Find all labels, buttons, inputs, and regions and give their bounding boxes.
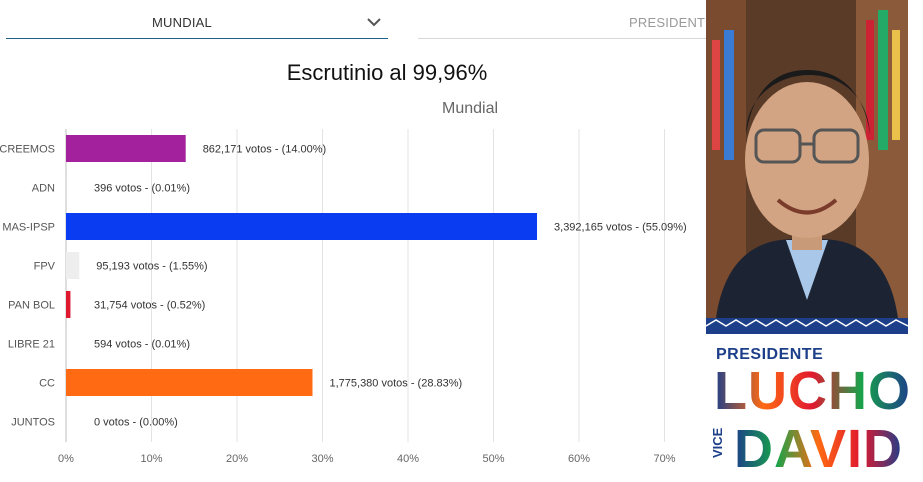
data-label: 95,193 votos - (1.55%) bbox=[96, 261, 207, 273]
category-label: FPV bbox=[34, 261, 56, 273]
data-label: 862,171 votos - (14.00%) bbox=[203, 144, 327, 156]
poster-name-president-text: LUCHO bbox=[714, 361, 911, 421]
bar bbox=[66, 369, 313, 396]
x-tick-label: 10% bbox=[140, 453, 162, 465]
chart-value-labels: 862,171 votos - (14.00%) 396 votos - (0.0… bbox=[94, 144, 687, 429]
x-tick-label: 20% bbox=[226, 453, 248, 465]
candidate-photo bbox=[706, 0, 908, 318]
category-label: CREEMOS bbox=[0, 144, 55, 156]
poster-name-vice: DAVID bbox=[734, 420, 903, 478]
data-label: 1,775,380 votos - (28.83%) bbox=[329, 378, 462, 390]
x-tick-label: 50% bbox=[482, 453, 504, 465]
results-bar-chart: CREEMOS ADN MAS-IPSP FPV PAN BOL LIBRE 21 CC JU… bbox=[0, 129, 687, 465]
data-label: 396 votos - (0.01%) bbox=[94, 183, 190, 195]
poster-name-president: LUCHO bbox=[714, 362, 911, 420]
bar bbox=[66, 135, 186, 162]
chart-category-labels: CREEMOS ADN MAS-IPSP FPV PAN BOL LIBRE 21 CC JU… bbox=[0, 144, 56, 429]
office-dropdown-label: PRESIDENTE bbox=[629, 15, 706, 30]
data-label: 594 votos - (0.01%) bbox=[94, 339, 190, 351]
office-dropdown[interactable]: PRESIDENTE bbox=[418, 6, 706, 39]
data-label: 3,392,165 votos - (55.09%) bbox=[554, 222, 687, 234]
chart-bars bbox=[66, 135, 538, 396]
x-tick-label: 40% bbox=[397, 453, 419, 465]
filter-bar: MUNDIAL PRESIDENTE bbox=[0, 0, 706, 44]
scope-dropdown[interactable]: MUNDIAL bbox=[6, 6, 388, 39]
chart-title: Mundial bbox=[441, 100, 499, 117]
category-label: PAN BOL bbox=[8, 300, 55, 312]
poster-role-vice: VICE bbox=[710, 427, 725, 458]
bar bbox=[66, 213, 538, 240]
category-label: ADN bbox=[32, 183, 55, 195]
scope-dropdown-label: MUNDIAL bbox=[152, 15, 212, 30]
data-label: 0 votos - (0.00%) bbox=[94, 417, 178, 429]
campaign-poster: PRESIDENTE LUCHO VICE DAVID bbox=[706, 334, 923, 482]
x-tick-label: 70% bbox=[653, 453, 675, 465]
bar bbox=[66, 291, 71, 318]
chart-x-tick-labels: 0% 10% 20% 30% 40% 50% 60% 70% bbox=[58, 453, 676, 465]
campaign-banner: PRESIDENTE LUCHO VICE DAVID bbox=[706, 0, 923, 482]
chevron-down-icon bbox=[367, 18, 381, 27]
chart-gridlines bbox=[65, 129, 665, 442]
x-tick-label: 60% bbox=[568, 453, 590, 465]
category-label: CC bbox=[39, 378, 55, 390]
decorative-band bbox=[706, 318, 908, 334]
bar bbox=[66, 252, 80, 279]
poster-name-vice-text: DAVID bbox=[734, 419, 904, 479]
scrutiny-progress-label: Escrutinio al 99,96% bbox=[286, 60, 488, 85]
category-label: JUNTOS bbox=[11, 417, 55, 429]
category-label: LIBRE 21 bbox=[8, 339, 55, 351]
category-label: MAS-IPSP bbox=[2, 222, 55, 234]
poster-role-president: PRESIDENTE bbox=[716, 346, 824, 363]
x-tick-label: 30% bbox=[311, 453, 333, 465]
data-label: 31,754 votos - (0.52%) bbox=[94, 300, 205, 312]
x-tick-label: 0% bbox=[58, 453, 74, 465]
